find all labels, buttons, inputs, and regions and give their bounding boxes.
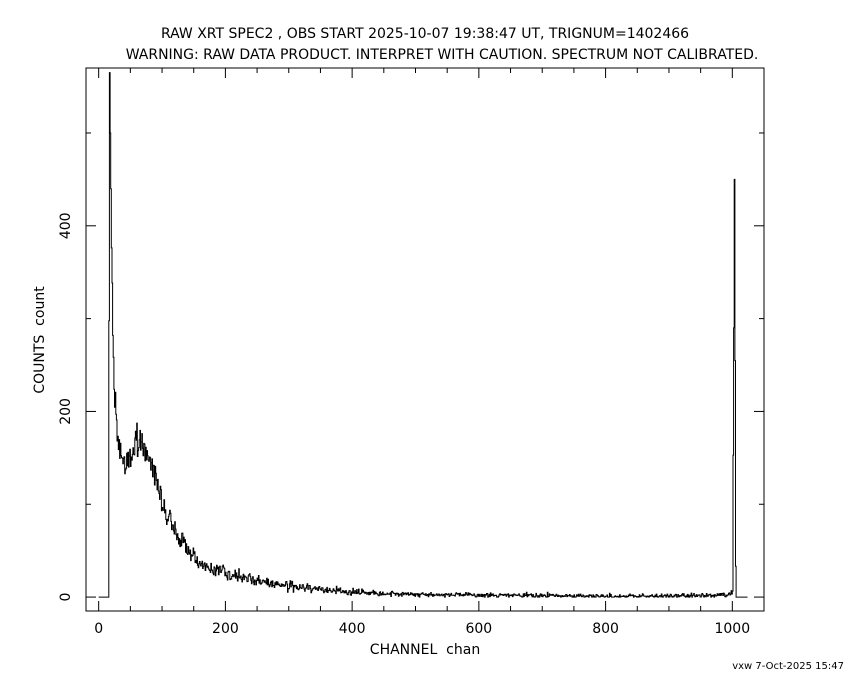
x-tick-label: 1000 <box>714 621 750 637</box>
y-tick-label: 0 <box>58 593 74 602</box>
x-axis-label: CHANNEL chan <box>370 642 480 658</box>
plot-frame <box>85 67 765 612</box>
tick-labels: 0 200 400 600 800 1000 0 200 400 <box>58 212 750 637</box>
spectrum-line <box>98 72 748 598</box>
y-tick-label: 400 <box>58 212 74 239</box>
footer-timestamp: vxw 7-Oct-2025 15:47 <box>732 661 844 672</box>
x-tick-label: 400 <box>339 621 366 637</box>
axis-ticks <box>86 68 765 611</box>
x-tick-label: 800 <box>592 621 619 637</box>
x-tick-label: 600 <box>465 621 492 637</box>
chart-subtitle: WARNING: RAW DATA PRODUCT. INTERPRET WIT… <box>126 47 759 63</box>
chart-title: RAW XRT SPEC2 , OBS START 2025-10-07 19:… <box>161 26 689 42</box>
x-tick-label: 200 <box>212 621 239 637</box>
x-tick-label: 0 <box>94 621 103 637</box>
y-tick-label: 200 <box>58 398 74 425</box>
y-axis-label: COUNTS count <box>32 286 48 394</box>
